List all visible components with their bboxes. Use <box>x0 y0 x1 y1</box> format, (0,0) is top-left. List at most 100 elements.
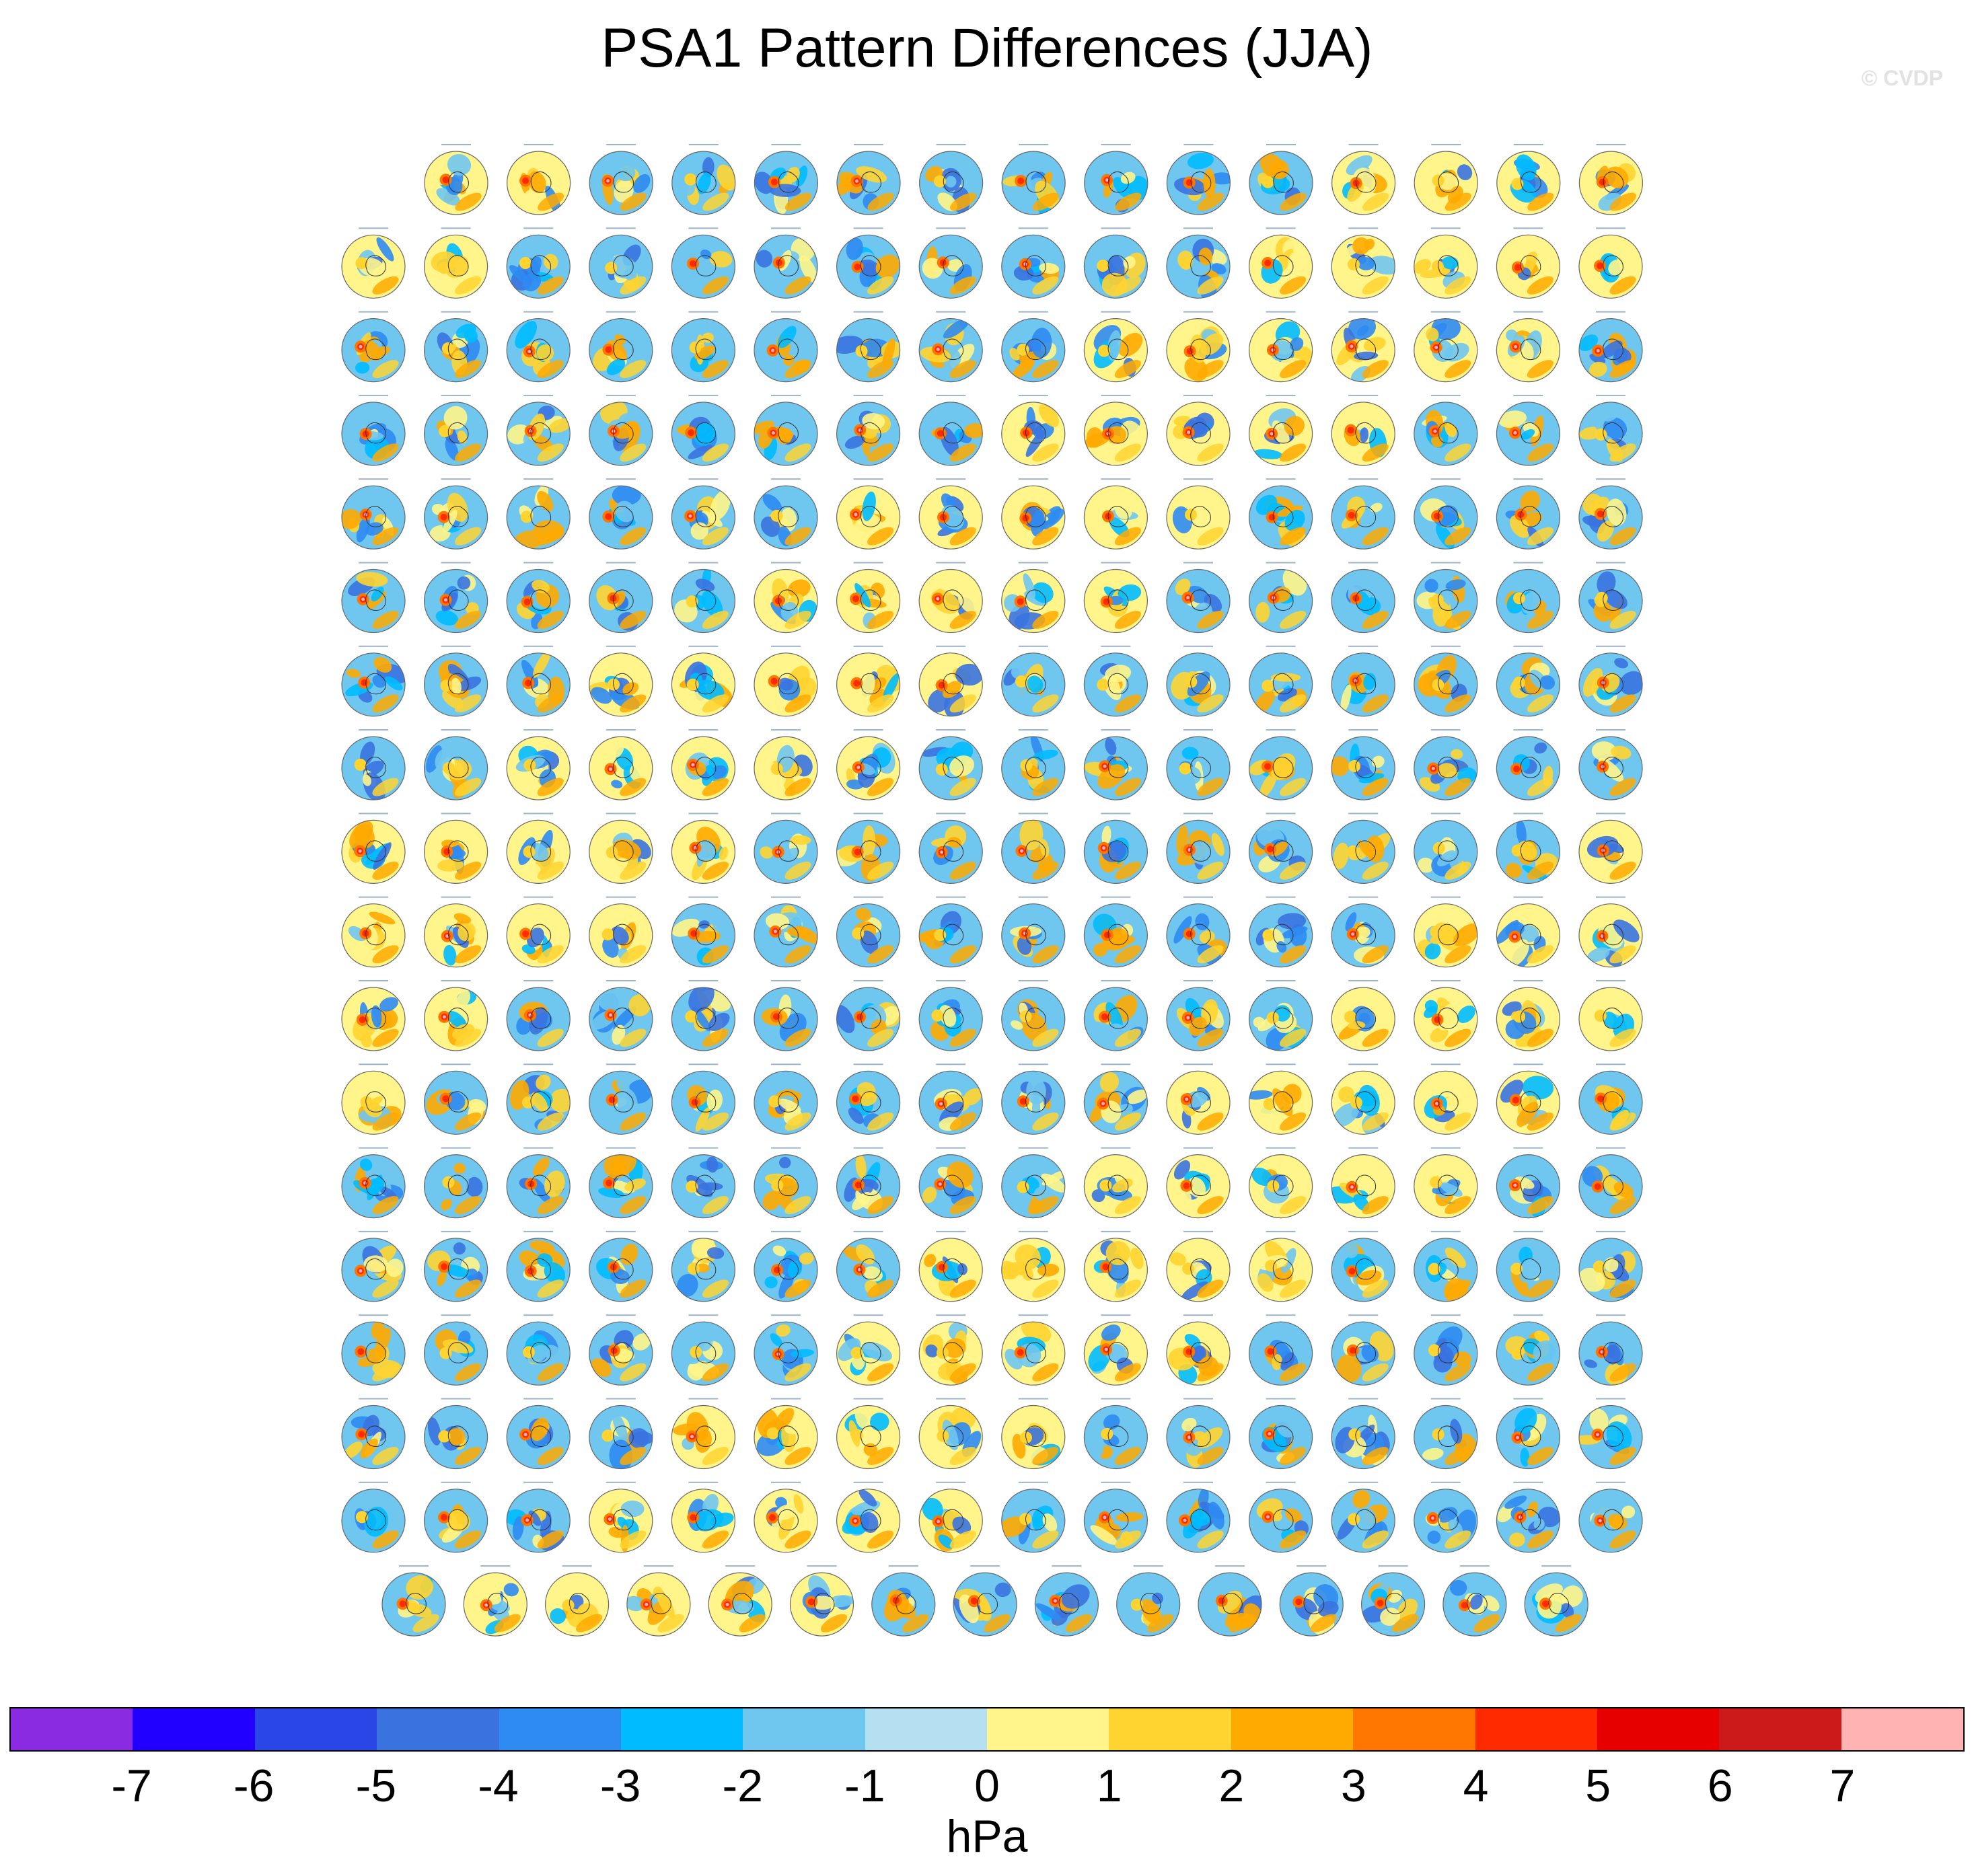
map-panel <box>1166 980 1231 1051</box>
map-panel <box>1578 1314 1643 1386</box>
map-panel <box>1083 1230 1148 1302</box>
map-panel <box>1166 1398 1231 1470</box>
map-panel <box>671 1063 736 1135</box>
map-panel <box>341 227 406 299</box>
colorbar-tick-label: -3 <box>599 1760 641 1811</box>
map-panel <box>1083 562 1148 634</box>
colorbar-swatch <box>1109 1709 1231 1750</box>
map-panel <box>1331 1147 1395 1219</box>
map-panel <box>836 394 901 466</box>
map-panel <box>1249 144 1313 215</box>
map-panel <box>589 1147 653 1219</box>
map-panel <box>953 1565 1017 1637</box>
map-panel <box>506 1147 571 1219</box>
map-panel <box>1083 896 1148 968</box>
map-panel <box>589 1398 653 1470</box>
map-panel <box>918 394 983 466</box>
map-panel <box>1496 729 1560 800</box>
map-panel <box>1083 813 1148 885</box>
map-panel <box>423 1147 488 1219</box>
map-panel <box>671 896 736 968</box>
map-panel <box>506 1398 571 1470</box>
map-panel <box>589 980 653 1051</box>
map-panel <box>1331 1063 1395 1135</box>
watermark: © CVDP <box>1861 66 1943 90</box>
colorbar-swatch <box>865 1709 987 1750</box>
colorbar-tick-label: 4 <box>1463 1760 1489 1811</box>
map-panel <box>1414 144 1478 215</box>
map-panel <box>918 1147 983 1219</box>
colorbar-tick-label: 1 <box>1096 1760 1122 1811</box>
map-panel <box>1001 394 1066 466</box>
map-panel <box>1248 813 1313 885</box>
map-panel <box>671 394 736 466</box>
colorbar-tick-label: -6 <box>233 1760 275 1811</box>
map-panel <box>918 478 983 550</box>
map-panel <box>1578 645 1643 717</box>
map-panel <box>423 1063 488 1135</box>
map-panel <box>1248 1230 1313 1302</box>
map-panel <box>423 1481 488 1553</box>
map-panel <box>341 311 406 383</box>
map-panel <box>1166 144 1231 215</box>
map-panel <box>1248 1398 1313 1470</box>
map-panel <box>589 645 653 717</box>
map-panel <box>754 1063 818 1135</box>
map-panel <box>671 813 736 885</box>
map-panel <box>1414 645 1478 717</box>
map-panel <box>1083 1147 1148 1219</box>
map-panel <box>918 645 983 717</box>
map-panel <box>1001 144 1066 215</box>
map-panel <box>918 311 983 383</box>
map-panel <box>463 1565 527 1637</box>
map-panel <box>1414 896 1478 968</box>
map-panel <box>1083 729 1148 800</box>
map-panel <box>1083 394 1148 466</box>
map-panel <box>836 1398 901 1470</box>
map-panel <box>1578 227 1643 299</box>
map-panel <box>836 1314 901 1386</box>
map-panel <box>671 980 736 1051</box>
map-panel <box>341 729 406 800</box>
map-panel <box>1361 1565 1426 1637</box>
map-panel <box>1496 394 1560 466</box>
map-panel <box>1331 1398 1395 1470</box>
colorbar-swatch <box>377 1709 499 1750</box>
map-panel <box>589 1230 653 1302</box>
map-panel <box>1166 478 1231 550</box>
colorbar-units-label: hPa <box>946 1811 1028 1862</box>
map-panel <box>1001 478 1066 550</box>
map-panel <box>1083 1398 1148 1470</box>
map-panel <box>1001 1147 1066 1219</box>
map-panel <box>1496 980 1560 1051</box>
map-panel <box>1414 813 1478 885</box>
map-panel <box>1442 1565 1507 1637</box>
map-panel <box>1166 227 1231 299</box>
map-panel <box>1496 1314 1560 1386</box>
colorbar-tick-label: -4 <box>478 1760 519 1811</box>
map-panel <box>754 896 818 968</box>
colorbar-tick-label: -1 <box>844 1760 885 1811</box>
map-panel <box>918 896 983 968</box>
colorbar-swatch <box>620 1709 743 1750</box>
map-panel <box>1083 1314 1148 1386</box>
map-panel <box>1248 478 1313 550</box>
map-panel <box>1248 394 1313 466</box>
map-panel <box>544 1565 610 1637</box>
map-panel <box>589 1063 653 1135</box>
map-panel <box>1248 1481 1313 1553</box>
map-panel <box>423 1230 488 1302</box>
map-panel <box>1248 645 1313 717</box>
map-panel <box>1331 144 1396 215</box>
map-panel <box>1331 645 1395 717</box>
map-panel <box>341 645 406 717</box>
map-panel <box>918 813 983 885</box>
map-panel <box>671 1398 736 1470</box>
map-panel <box>671 645 736 717</box>
map-panel <box>1331 227 1395 299</box>
map-panel <box>1496 645 1560 717</box>
map-panel <box>1279 1565 1344 1637</box>
map-panel <box>1248 562 1313 634</box>
map-panel <box>708 1565 772 1637</box>
map-panel <box>1414 980 1478 1051</box>
